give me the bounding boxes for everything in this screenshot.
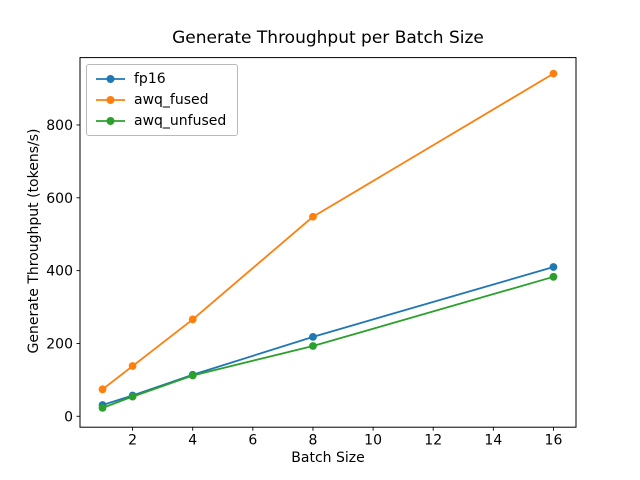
chart-title: Generate Throughput per Batch Size [172,28,484,48]
legend-swatch-icon [96,117,125,125]
y-tick-label: 0 [64,409,73,425]
legend: fp16 awq_fused awq_unfused [86,64,239,136]
y-axis-label: Generate Throughput (tokens/s) [26,128,42,354]
legend-label: fp16 [134,71,166,87]
y-tick-label: 600 [46,191,73,207]
y-tick-label: 400 [46,264,73,280]
series-marker-awq_unfused [98,404,107,412]
x-tick-label: 16 [545,433,563,449]
axes-frame [79,57,577,428]
series-marker-awq_fused [549,69,558,78]
x-tick-label: 12 [424,433,442,449]
series-marker-awq_unfused [128,392,137,401]
x-tick-label: 4 [188,433,197,449]
legend-item-awq-fused: awq_fused [95,91,226,109]
series-marker-awq_fused [128,362,137,370]
y-tick-label: 200 [46,336,73,352]
x-axis-label: Batch Size [291,450,365,466]
series-marker-awq_unfused [309,342,317,350]
legend-item-awq-unfused: awq_unfused [95,112,226,130]
x-tick-label: 8 [309,433,318,449]
x-tick-label: 10 [364,433,382,449]
legend-swatch-icon [96,75,125,83]
series-marker-awq_unfused [549,272,558,281]
legend-item-fp16: fp16 [95,70,226,88]
series-marker-awq_fused [188,315,197,324]
series-marker-fp16 [309,332,317,341]
legend-label: awq_fused [134,92,209,108]
series-marker-fp16 [549,263,558,271]
legend-label: awq_unfused [134,113,227,129]
y-tick-label: 800 [46,118,73,134]
x-tick-label: 6 [248,433,257,449]
series-marker-awq_fused [309,212,317,221]
series-line-awq_unfused [102,275,554,409]
series-marker-awq_fused [98,385,107,394]
legend-swatch-icon [96,96,125,104]
x-tick-label: 2 [128,433,137,449]
series-marker-awq_unfused [188,371,197,380]
x-tick-label: 14 [484,433,502,449]
